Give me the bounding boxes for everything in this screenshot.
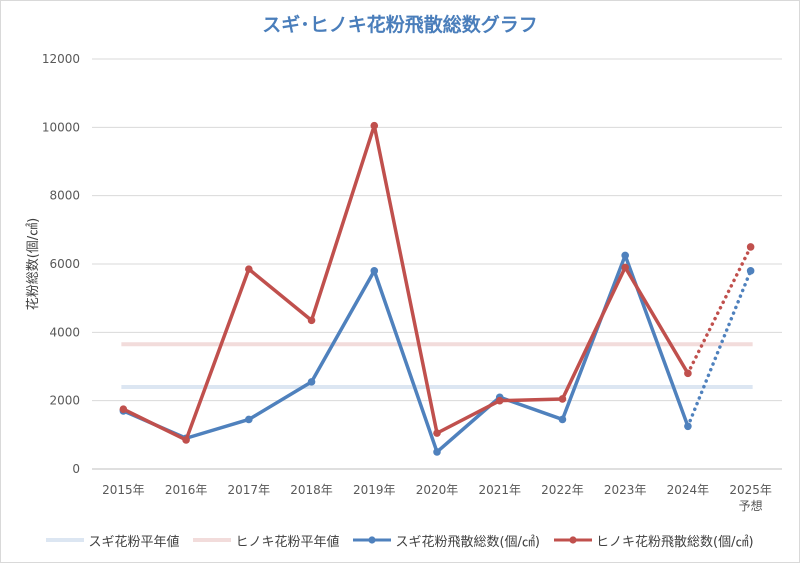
series-forecast-line-2 <box>686 269 753 429</box>
y-tick-label: 2000 <box>49 394 80 408</box>
gridlines <box>92 58 782 470</box>
data-point <box>307 316 316 325</box>
data-point <box>621 263 629 272</box>
data-point <box>245 415 253 424</box>
legend-swatch-hinoki-normal <box>193 534 232 546</box>
x-tick-label: 2021年 <box>478 483 521 497</box>
series-line-3 <box>121 123 690 442</box>
chart-title: スギ･ヒノキ花粉飛散総数グラフ <box>262 14 538 36</box>
y-tick-label: 10000 <box>42 120 80 134</box>
data-point <box>684 369 692 378</box>
x-tick-label: 2015年 <box>102 483 145 497</box>
legend-swatch-graphic <box>353 536 392 544</box>
data-point <box>433 448 441 456</box>
y-tick-label: 8000 <box>49 189 80 203</box>
y-tick-label: 6000 <box>49 257 80 271</box>
data-point <box>370 267 379 275</box>
x-tick-label: 2017年 <box>228 483 271 497</box>
x-tick-label: 2020年 <box>416 483 459 497</box>
series-lines <box>119 121 755 456</box>
data-point <box>746 267 755 275</box>
data-point <box>182 436 190 444</box>
data-point <box>370 121 379 130</box>
legend-swatch-hinoki-total <box>554 534 593 546</box>
legend-item-hinoki-normal: ヒノキ花粉平年値 <box>193 531 339 550</box>
legend-label-sugi-normal: スギ花粉平年値 <box>88 534 180 550</box>
y-tick-label: 4000 <box>49 325 80 339</box>
y-axis-label: 花粉総数(個/㎠) <box>25 218 41 311</box>
legend-swatch-graphic <box>46 538 85 542</box>
data-point <box>558 395 567 403</box>
data-point <box>621 251 629 260</box>
data-point <box>746 243 755 251</box>
y-axis-ticks: 0 2000 4000 6000 8000 10000 12000 <box>42 52 80 476</box>
legend-swatch-sugi-normal <box>46 534 85 546</box>
series-line-2 <box>121 253 690 454</box>
legend-swatch-marker <box>368 536 377 544</box>
data-point <box>307 378 316 386</box>
legend-item-sugi-total: スギ花粉飛散総数(個/㎠) <box>353 531 540 550</box>
data-point <box>684 422 692 431</box>
legend-label-hinoki-total: ヒノキ花粉飛散総数(個/㎠) <box>596 534 754 550</box>
legend: スギ花粉平年値 ヒノキ花粉平年値 スギ花粉飛散総数(個/㎠) ヒノキ花粉飛散総数… <box>0 528 800 552</box>
legend-swatch-sugi-total <box>353 534 392 546</box>
legend-swatch-graphic <box>554 536 593 544</box>
x-tick-label: 2022年 <box>541 483 584 497</box>
x-tick-label: 2023年 <box>604 483 647 497</box>
legend-swatch-marker <box>569 536 577 544</box>
legend-label-hinoki-normal: ヒノキ花粉平年値 <box>235 534 340 550</box>
series-forecast-line-3 <box>686 245 753 376</box>
legend-item-sugi-normal: スギ花粉平年値 <box>46 531 179 550</box>
x-tick-label: 2019年 <box>353 483 396 497</box>
y-tick-label: 0 <box>72 462 80 476</box>
data-point <box>119 405 128 414</box>
x-tick-label: 2018年 <box>290 483 333 497</box>
data-point <box>495 396 504 405</box>
legend-label-sugi-total: スギ花粉飛散総数(個/㎠) <box>395 534 541 550</box>
data-point <box>433 429 441 437</box>
legend-swatch-graphic <box>193 538 232 542</box>
x-tick-label: 2025年予想 <box>729 483 772 513</box>
y-tick-label: 12000 <box>42 52 80 66</box>
x-tick-label: 2024年 <box>667 483 710 497</box>
legend-item-hinoki-total: ヒノキ花粉飛散総数(個/㎠) <box>554 531 754 550</box>
x-axis-ticks: 2015年 2016年 2017年 2018年 2019年 2020年 2021年 2022年… <box>102 483 772 513</box>
data-point <box>245 265 253 273</box>
x-tick-label: 2016年 <box>165 483 208 497</box>
data-point <box>558 415 567 424</box>
